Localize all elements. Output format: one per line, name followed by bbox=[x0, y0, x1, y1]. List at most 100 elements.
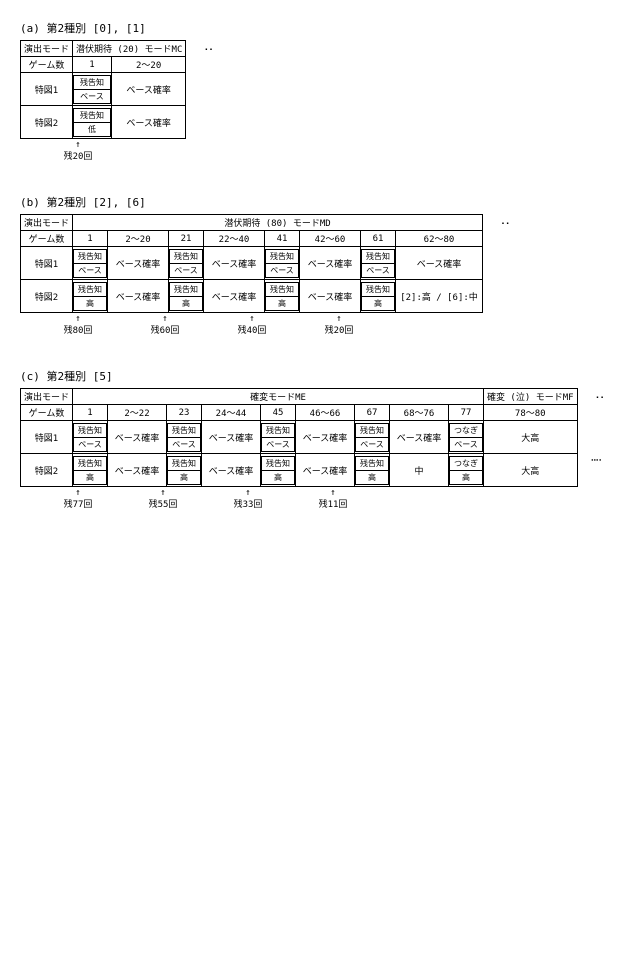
b-r1-c5-t: 残告知 bbox=[266, 249, 299, 263]
b-r2-c6: ベース確率 bbox=[300, 280, 361, 313]
c-r1-c7-b: ベース bbox=[356, 437, 389, 451]
b-r1-c6: ベース確率 bbox=[300, 247, 361, 280]
b-r2-c8: [2]:高 / [6]:中 bbox=[396, 280, 483, 313]
row-hdr-game: ゲーム数 bbox=[21, 231, 73, 247]
row-hdr-t2: 特図2 bbox=[21, 454, 73, 487]
b-r2-c4: ベース確率 bbox=[204, 280, 265, 313]
b-r2-c1-t: 残告知 bbox=[74, 282, 107, 296]
b-r1-c2: ベース確率 bbox=[108, 247, 169, 280]
c-r2-c4: ベース確率 bbox=[202, 454, 261, 487]
b-r2-c5-b: 高 bbox=[266, 296, 299, 310]
arrow: ↑ bbox=[151, 315, 180, 323]
b-col6: 42〜60 bbox=[300, 231, 361, 247]
dots-a: ‥ bbox=[204, 38, 216, 54]
arrow: ↑ bbox=[238, 315, 267, 323]
a-r1-c1-top: 残告知 bbox=[74, 75, 111, 89]
c-annot1: 残55回 bbox=[149, 500, 178, 510]
a-r2-c2: ベース確率 bbox=[111, 106, 185, 139]
table-c: 演出モード 確変モードME 確変 (泣) モードMF ゲーム数 1 2〜22 2… bbox=[20, 388, 578, 487]
c-r1-c9-b: ベース bbox=[450, 437, 483, 451]
c-r1-c3-b: ベース bbox=[168, 437, 201, 451]
c-r2-c1-b: 高 bbox=[74, 470, 107, 484]
b-annot3: 残20回 bbox=[325, 326, 354, 336]
row-hdr-game: ゲーム数 bbox=[21, 57, 73, 73]
section-c-title: (c) 第2種別 [5] bbox=[20, 368, 620, 384]
section-b: (b) 第2種別 [2], [6] 演出モード 潜伏期待 (80) モードMD … bbox=[20, 194, 620, 340]
arrow: ↑ bbox=[149, 489, 178, 497]
c-col10: 78〜80 bbox=[484, 405, 578, 421]
c-col8: 68〜76 bbox=[390, 405, 449, 421]
b-r2-c3-b: 高 bbox=[170, 296, 203, 310]
a-r1-c2: ベース確率 bbox=[111, 73, 185, 106]
row-hdr-game: ゲーム数 bbox=[21, 405, 73, 421]
b-r2-c7-t: 残告知 bbox=[362, 282, 395, 296]
b-r1-c4: ベース確率 bbox=[204, 247, 265, 280]
c-annot3: 残11回 bbox=[319, 500, 348, 510]
table-a: 演出モード 潜伏期待 (20) モードMC ゲーム数 1 2〜20 特図1 残告… bbox=[20, 40, 186, 139]
c-r1-c1-t: 残告知 bbox=[74, 423, 107, 437]
a-col2: 2〜20 bbox=[111, 57, 185, 73]
a-r2-c1-bot: 低 bbox=[74, 122, 111, 136]
c-col7: 67 bbox=[355, 405, 390, 421]
b-annot2: 残40回 bbox=[238, 326, 267, 336]
c-col1: 1 bbox=[73, 405, 108, 421]
b-r1-c1-b: ベース bbox=[74, 263, 107, 277]
c-r1-c3-t: 残告知 bbox=[168, 423, 201, 437]
c-col4: 24〜44 bbox=[202, 405, 261, 421]
b-annot1: 残60回 bbox=[151, 326, 180, 336]
mode-span-mf: 確変 (泣) モードMF bbox=[484, 389, 578, 405]
c-r2-c8: 中 bbox=[390, 454, 449, 487]
row-hdr-t2: 特図2 bbox=[21, 106, 73, 139]
row-hdr-t2: 特図2 bbox=[21, 280, 73, 313]
c-r2-c5-t: 残告知 bbox=[262, 456, 295, 470]
c-r2-c3-t: 残告知 bbox=[168, 456, 201, 470]
c-r2-c6: ベース確率 bbox=[296, 454, 355, 487]
arrow: ↑ bbox=[64, 489, 93, 497]
c-r1-c5-t: 残告知 bbox=[262, 423, 295, 437]
a-r2-c1-top: 残告知 bbox=[74, 108, 111, 122]
c-annot0: 残77回 bbox=[64, 500, 93, 510]
row-hdr-mode: 演出モード bbox=[21, 389, 73, 405]
dots-c: ‥ bbox=[595, 386, 607, 402]
c-r1-c1-b: ベース bbox=[74, 437, 107, 451]
c-r1-c4: ベース確率 bbox=[202, 421, 261, 454]
section-a-title: (a) 第2種別 [0], [1] bbox=[20, 20, 620, 36]
b-annot0: 残80回 bbox=[64, 326, 93, 336]
b-col8: 62〜80 bbox=[396, 231, 483, 247]
b-r1-c1-t: 残告知 bbox=[74, 249, 107, 263]
c-r2-c1-t: 残告知 bbox=[74, 456, 107, 470]
row-hdr-mode: 演出モード bbox=[21, 215, 73, 231]
b-col2: 2〜20 bbox=[108, 231, 169, 247]
b-col3: 21 bbox=[169, 231, 204, 247]
table-b: 演出モード 潜伏期待 (80) モードMD ゲーム数 1 2〜20 21 22〜… bbox=[20, 214, 483, 313]
arrow: ↑ bbox=[319, 489, 348, 497]
b-r1-c5-b: ベース bbox=[266, 263, 299, 277]
b-r2-c2: ベース確率 bbox=[108, 280, 169, 313]
b-col4: 22〜40 bbox=[204, 231, 265, 247]
row-hdr-t1: 特図1 bbox=[21, 247, 73, 280]
c-r2-c2: ベース確率 bbox=[108, 454, 167, 487]
a-annot: 残20回 bbox=[64, 152, 93, 162]
c-r1-c2: ベース確率 bbox=[108, 421, 167, 454]
c-r2-c3-b: 高 bbox=[168, 470, 201, 484]
c-r1-c9-t: つなぎ bbox=[450, 423, 483, 437]
section-c: (c) 第2種別 [5] 演出モード 確変モードME 確変 (泣) モードMF … bbox=[20, 368, 620, 514]
c-r1-c7-t: 残告知 bbox=[356, 423, 389, 437]
b-col7: 61 bbox=[361, 231, 396, 247]
mode-span-b: 潜伏期待 (80) モードMD bbox=[73, 215, 483, 231]
b-r2-c7-b: 高 bbox=[362, 296, 395, 310]
b-col1: 1 bbox=[73, 231, 108, 247]
a-r1-c1-bot: ベース bbox=[74, 89, 111, 103]
mode-span-a: 潜伏期待 (20) モードMC bbox=[73, 41, 186, 57]
c-r1-c10: 大高 bbox=[484, 421, 578, 454]
row-hdr-mode: 演出モード bbox=[21, 41, 73, 57]
c-col5: 45 bbox=[261, 405, 296, 421]
c-r2-c9-t: つなぎ bbox=[450, 456, 483, 470]
b-r1-c7-b: ベース bbox=[362, 263, 395, 277]
b-r2-c3-t: 残告知 bbox=[170, 282, 203, 296]
c-col6: 46〜66 bbox=[296, 405, 355, 421]
row-hdr-t1: 特図1 bbox=[21, 73, 73, 106]
arrow: ↑ bbox=[64, 315, 93, 323]
c-col2: 2〜22 bbox=[108, 405, 167, 421]
c-r1-c6: ベース確率 bbox=[296, 421, 355, 454]
